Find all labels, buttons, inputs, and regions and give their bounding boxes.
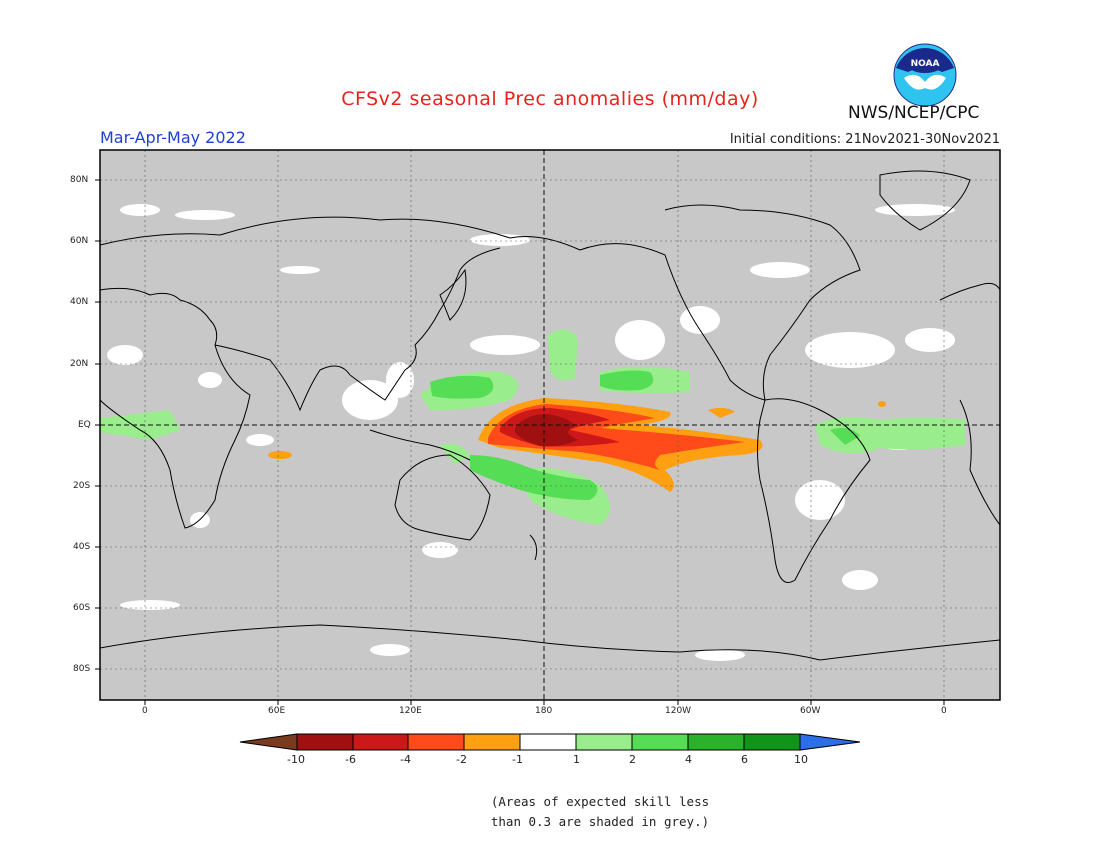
initial-conditions-label: Initial conditions: 21Nov2021-30Nov2021 bbox=[729, 132, 1000, 147]
latitude-gridlines bbox=[100, 179, 1000, 670]
lat-label-80s: 80S bbox=[73, 664, 91, 674]
colorbar-segment-6-4 bbox=[352, 733, 409, 751]
colorbar bbox=[239, 733, 861, 751]
colorbar-segment-4-2 bbox=[407, 733, 465, 751]
lon-label-60w: 60W bbox=[800, 706, 821, 716]
agency-label: NWS/NCEP/CPC bbox=[848, 103, 980, 123]
colorbar-segment-gt-10 bbox=[799, 733, 861, 751]
colorbar-label: 2 bbox=[629, 753, 636, 766]
colorbar-segment-4-6 bbox=[687, 733, 745, 751]
colorbar-label: -2 bbox=[456, 753, 467, 766]
colorbar-label: 10 bbox=[794, 753, 808, 766]
lat-label-60n: 60N bbox=[70, 236, 89, 246]
skill-note: (Areas of expected skill less than 0.3 a… bbox=[460, 792, 740, 832]
season-label: Mar-Apr-May 2022 bbox=[100, 128, 246, 147]
lat-label-40s: 40S bbox=[73, 542, 91, 552]
colorbar-label: -6 bbox=[345, 753, 356, 766]
noaa-logo: NOAA bbox=[893, 43, 957, 107]
colorbar-segment-2-4 bbox=[631, 733, 689, 751]
colorbar-label: -1 bbox=[512, 753, 523, 766]
chart-title: CFSv2 seasonal Prec anomalies (mm/day) bbox=[341, 88, 759, 110]
lon-label-180: 180 bbox=[535, 706, 553, 716]
colorbar-segment-lt-10 bbox=[239, 733, 298, 751]
lon-label-0-right: 0 bbox=[941, 706, 947, 716]
lat-label-20s: 20S bbox=[73, 481, 91, 491]
lon-label-120e: 120E bbox=[399, 706, 422, 716]
lat-label-40n: 40N bbox=[70, 297, 89, 307]
lat-label-60s: 60S bbox=[73, 603, 91, 613]
colorbar-label: 6 bbox=[741, 753, 748, 766]
white-anomaly-regions bbox=[107, 204, 955, 661]
dark-red-anomaly-regions bbox=[515, 414, 578, 447]
colorbar-label: 1 bbox=[573, 753, 580, 766]
lon-label-120w: 120W bbox=[665, 706, 692, 716]
skill-note-line-2: than 0.3 are shaded in grey.) bbox=[490, 814, 710, 829]
lat-label-80n: 80N bbox=[70, 175, 89, 185]
colorbar-label: 4 bbox=[685, 753, 692, 766]
colorbar-segment-1-1 bbox=[519, 733, 577, 751]
colorbar-label: -4 bbox=[400, 753, 411, 766]
colorbar-label: -10 bbox=[287, 753, 305, 766]
coastlines bbox=[100, 170, 1000, 661]
colorbar-segment-10-6 bbox=[296, 733, 354, 751]
green-anomaly-regions bbox=[430, 370, 860, 500]
lat-label-eq: EQ bbox=[78, 420, 91, 430]
lon-label-0-left: 0 bbox=[142, 706, 148, 716]
skill-note-line-1: (Areas of expected skill less bbox=[490, 794, 710, 809]
svg-text:NOAA: NOAA bbox=[911, 59, 940, 69]
colorbar-segment-2-1 bbox=[463, 733, 521, 751]
precip-anomaly-map bbox=[95, 149, 1001, 705]
colorbar-segment-1-2 bbox=[575, 733, 633, 751]
lon-label-60e: 60E bbox=[268, 706, 286, 716]
lat-label-20n: 20N bbox=[70, 359, 89, 369]
colorbar-segment-6-10 bbox=[743, 733, 801, 751]
